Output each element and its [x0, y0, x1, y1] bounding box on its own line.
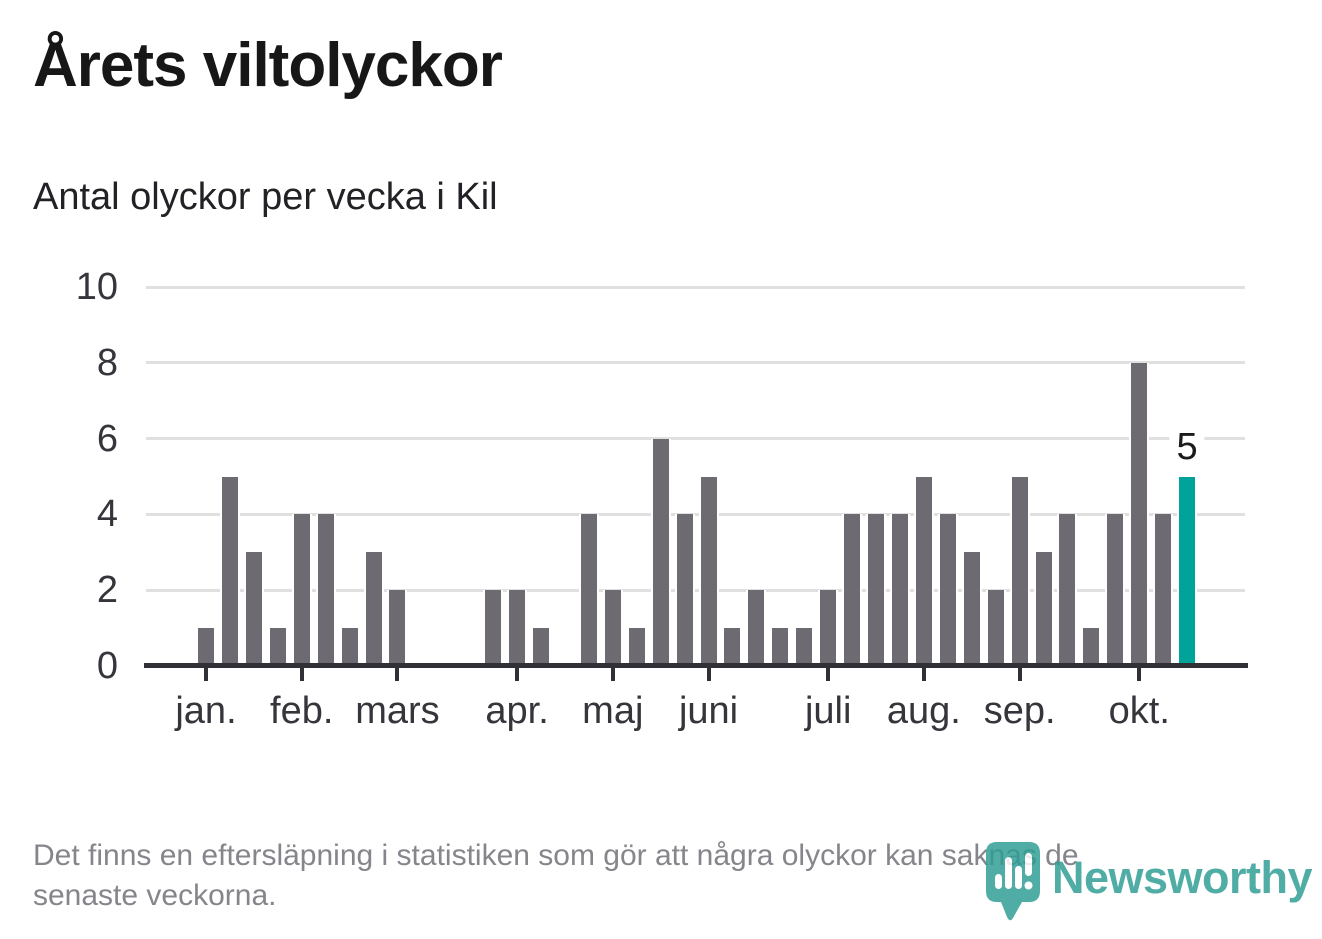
bar-week-19	[628, 628, 645, 666]
bar-week-30	[891, 514, 908, 666]
bar-week-3	[245, 552, 262, 666]
bar-week-4	[269, 628, 286, 666]
bar-week-9	[389, 590, 406, 666]
x-axis-tick-feb	[299, 668, 304, 681]
bar-week-27	[820, 590, 837, 666]
chart-subtitle: Antal olyckor per vecka i Kil	[33, 176, 498, 218]
bar-week-20	[652, 438, 669, 666]
bar-week-5	[293, 514, 310, 666]
gridline-y-6	[146, 437, 1245, 441]
bar-week-7	[341, 628, 358, 666]
bar-week-37	[1059, 514, 1076, 666]
bar-week-15	[533, 628, 550, 666]
bar-week-22	[700, 476, 717, 666]
bar-week-23	[724, 628, 741, 666]
highlighted-bar-value-label: 5	[1169, 424, 1205, 469]
gridline-y-4	[146, 512, 1245, 516]
bar-week-13	[485, 590, 502, 666]
gridline-y-2	[146, 588, 1245, 592]
footer-note: Det finns en eftersläpning i statistiken…	[33, 836, 1079, 916]
x-axis-label-mars: mars	[355, 690, 440, 732]
newsworthy-pin-barchart-icon	[986, 842, 1040, 921]
x-axis-label-feb: feb.	[270, 690, 334, 732]
bar-week-28	[844, 514, 861, 666]
bar-week-38	[1083, 628, 1100, 666]
bar-week-25	[772, 628, 789, 666]
bar-week-31	[915, 476, 932, 666]
x-axis-label-apr: apr.	[485, 690, 549, 732]
bar-week-1	[198, 628, 214, 666]
x-axis-tick-juli	[826, 668, 831, 681]
bar-week-2	[221, 476, 238, 666]
x-axis-label-juli: juli	[804, 690, 852, 732]
bar-week-8	[365, 552, 382, 666]
x-axis-label-aug: aug.	[886, 690, 961, 732]
bar-week-35	[1011, 476, 1028, 666]
footer-note-line-1: Det finns en eftersläpning i statistiken…	[33, 839, 1079, 872]
gridline-y-10	[146, 285, 1245, 289]
bar-week-26	[796, 628, 813, 666]
x-axis-label-juni: juni	[678, 690, 739, 732]
bar-week-36	[1035, 552, 1052, 666]
x-axis-line	[144, 663, 1248, 668]
footer-note-line-2: senaste veckorna.	[33, 879, 277, 912]
bar-week-39	[1107, 514, 1124, 666]
x-axis-tick-aug	[921, 668, 926, 681]
gridline-y-8	[146, 361, 1245, 365]
x-axis-tick-maj	[610, 668, 615, 681]
bar-week-6	[317, 514, 334, 666]
bar-week-41	[1155, 514, 1172, 666]
y-axis-label-6: 6	[96, 417, 118, 460]
bar-week-34	[987, 590, 1004, 666]
bar-week-32	[939, 514, 956, 666]
bar-week-17	[580, 514, 597, 666]
newsworthy-logo-text: Newsworthy	[1052, 852, 1313, 903]
x-axis-label-maj: maj	[582, 690, 644, 732]
bar-week-40	[1131, 362, 1148, 666]
x-axis-label-sep: sep.	[983, 690, 1056, 732]
bar-week-21	[676, 514, 693, 666]
x-axis-tick-jan	[204, 668, 208, 681]
y-axis-label-8: 8	[96, 341, 118, 384]
x-axis-tick-mars	[395, 668, 400, 681]
bar-week-29	[868, 514, 885, 666]
weekly-accidents-bar-chart: 0 2 4 6 8 10 5 jan. feb. mars apr. maj juni juli aug. s…	[76, 266, 1248, 732]
x-axis-label-okt: okt.	[1108, 690, 1170, 732]
x-axis-tick-okt	[1137, 668, 1142, 681]
bar-week-14	[509, 590, 526, 666]
y-axis-label-4: 4	[96, 493, 118, 536]
x-axis-label-jan: jan.	[175, 690, 237, 732]
bar-week-33	[963, 552, 980, 666]
y-axis-label-10: 10	[75, 266, 118, 308]
bar-week-42	[1179, 476, 1196, 666]
x-axis-tick-apr	[515, 668, 520, 681]
x-axis-tick-juni	[706, 668, 711, 681]
bar-week-24	[748, 590, 765, 666]
newsworthy-logo: Newsworthy	[984, 840, 1313, 924]
x-axis-tick-sep	[1017, 668, 1022, 681]
y-axis-label-0: 0	[96, 645, 118, 687]
page-title: Årets viltolyckor	[33, 31, 503, 100]
y-axis-label-2: 2	[96, 569, 118, 612]
bar-week-18	[604, 590, 621, 666]
